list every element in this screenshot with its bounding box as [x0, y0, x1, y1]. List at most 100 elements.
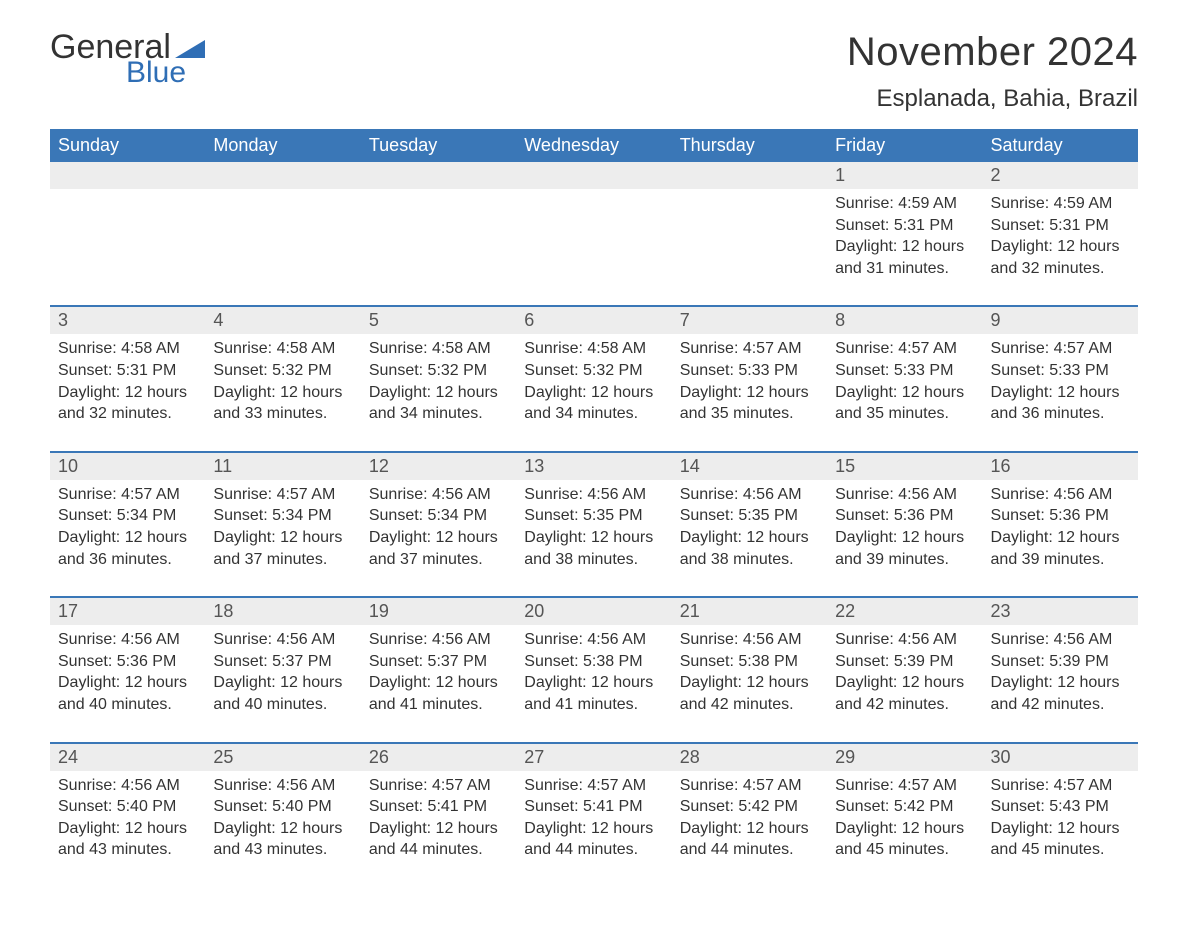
day-number: 20 [516, 598, 671, 625]
sunset-text: Sunset: 5:43 PM [991, 796, 1130, 818]
day-number: 23 [983, 598, 1138, 625]
day-number: 25 [205, 744, 360, 771]
day-number: 26 [361, 744, 516, 771]
day-number [361, 162, 516, 189]
sunrise-text: Sunrise: 4:57 AM [58, 484, 197, 506]
daylight-text: Daylight: 12 hours and 42 minutes. [991, 672, 1130, 715]
daylight-text: Daylight: 12 hours and 39 minutes. [835, 527, 974, 570]
daylight-text: Daylight: 12 hours and 38 minutes. [680, 527, 819, 570]
day-details: Sunrise: 4:56 AMSunset: 5:36 PMDaylight:… [50, 629, 205, 715]
calendar-day-header: Wednesday [516, 129, 671, 162]
calendar-day-cell [50, 162, 205, 306]
day-number [516, 162, 671, 189]
day-details: Sunrise: 4:57 AMSunset: 5:41 PMDaylight:… [361, 775, 516, 861]
calendar-table: SundayMondayTuesdayWednesdayThursdayFrid… [50, 129, 1138, 887]
sunrise-text: Sunrise: 4:56 AM [991, 484, 1130, 506]
day-number: 9 [983, 307, 1138, 334]
day-details: Sunrise: 4:56 AMSunset: 5:39 PMDaylight:… [827, 629, 982, 715]
daylight-text: Daylight: 12 hours and 41 minutes. [369, 672, 508, 715]
daylight-text: Daylight: 12 hours and 40 minutes. [213, 672, 352, 715]
sunrise-text: Sunrise: 4:57 AM [524, 775, 663, 797]
daylight-text: Daylight: 12 hours and 44 minutes. [680, 818, 819, 861]
day-details: Sunrise: 4:56 AMSunset: 5:35 PMDaylight:… [516, 484, 671, 570]
day-details: Sunrise: 4:56 AMSunset: 5:36 PMDaylight:… [983, 484, 1138, 570]
calendar-week-row: 1Sunrise: 4:59 AMSunset: 5:31 PMDaylight… [50, 162, 1138, 306]
sunset-text: Sunset: 5:39 PM [991, 651, 1130, 673]
sunset-text: Sunset: 5:40 PM [213, 796, 352, 818]
calendar-day-cell: 1Sunrise: 4:59 AMSunset: 5:31 PMDaylight… [827, 162, 982, 306]
calendar-week-row: 10Sunrise: 4:57 AMSunset: 5:34 PMDayligh… [50, 452, 1138, 597]
sunrise-text: Sunrise: 4:56 AM [369, 629, 508, 651]
daylight-text: Daylight: 12 hours and 39 minutes. [991, 527, 1130, 570]
daylight-text: Daylight: 12 hours and 31 minutes. [835, 236, 974, 279]
sunrise-text: Sunrise: 4:58 AM [58, 338, 197, 360]
calendar-day-cell: 19Sunrise: 4:56 AMSunset: 5:37 PMDayligh… [361, 597, 516, 742]
sunrise-text: Sunrise: 4:58 AM [524, 338, 663, 360]
daylight-text: Daylight: 12 hours and 44 minutes. [524, 818, 663, 861]
calendar-day-cell: 6Sunrise: 4:58 AMSunset: 5:32 PMDaylight… [516, 306, 671, 451]
sunset-text: Sunset: 5:32 PM [213, 360, 352, 382]
sunset-text: Sunset: 5:34 PM [369, 505, 508, 527]
calendar-day-header: Friday [827, 129, 982, 162]
sunset-text: Sunset: 5:32 PM [369, 360, 508, 382]
calendar-day-cell: 13Sunrise: 4:56 AMSunset: 5:35 PMDayligh… [516, 452, 671, 597]
title-block: November 2024 Esplanada, Bahia, Brazil [847, 30, 1138, 123]
daylight-text: Daylight: 12 hours and 45 minutes. [835, 818, 974, 861]
day-details: Sunrise: 4:56 AMSunset: 5:38 PMDaylight:… [516, 629, 671, 715]
sunset-text: Sunset: 5:33 PM [835, 360, 974, 382]
brand-logo: General Blue [50, 30, 205, 88]
daylight-text: Daylight: 12 hours and 40 minutes. [58, 672, 197, 715]
sunset-text: Sunset: 5:34 PM [213, 505, 352, 527]
day-number: 30 [983, 744, 1138, 771]
day-number: 8 [827, 307, 982, 334]
day-number: 28 [672, 744, 827, 771]
calendar-day-cell: 10Sunrise: 4:57 AMSunset: 5:34 PMDayligh… [50, 452, 205, 597]
calendar-day-cell [361, 162, 516, 306]
sunset-text: Sunset: 5:40 PM [58, 796, 197, 818]
day-number [50, 162, 205, 189]
sunrise-text: Sunrise: 4:58 AM [369, 338, 508, 360]
day-details: Sunrise: 4:57 AMSunset: 5:43 PMDaylight:… [983, 775, 1138, 861]
sunset-text: Sunset: 5:38 PM [524, 651, 663, 673]
day-details: Sunrise: 4:57 AMSunset: 5:34 PMDaylight:… [50, 484, 205, 570]
day-details: Sunrise: 4:56 AMSunset: 5:36 PMDaylight:… [827, 484, 982, 570]
daylight-text: Daylight: 12 hours and 33 minutes. [213, 382, 352, 425]
day-details: Sunrise: 4:56 AMSunset: 5:39 PMDaylight:… [983, 629, 1138, 715]
sunrise-text: Sunrise: 4:56 AM [835, 629, 974, 651]
day-number: 5 [361, 307, 516, 334]
daylight-text: Daylight: 12 hours and 43 minutes. [58, 818, 197, 861]
sunset-text: Sunset: 5:31 PM [991, 215, 1130, 237]
calendar-day-cell: 4Sunrise: 4:58 AMSunset: 5:32 PMDaylight… [205, 306, 360, 451]
day-number: 2 [983, 162, 1138, 189]
day-number: 16 [983, 453, 1138, 480]
sunset-text: Sunset: 5:36 PM [835, 505, 974, 527]
sunrise-text: Sunrise: 4:56 AM [213, 629, 352, 651]
sunset-text: Sunset: 5:36 PM [58, 651, 197, 673]
calendar-body: 1Sunrise: 4:59 AMSunset: 5:31 PMDaylight… [50, 162, 1138, 887]
day-number [672, 162, 827, 189]
calendar-day-header: Sunday [50, 129, 205, 162]
sunrise-text: Sunrise: 4:57 AM [680, 338, 819, 360]
daylight-text: Daylight: 12 hours and 45 minutes. [991, 818, 1130, 861]
sunrise-text: Sunrise: 4:56 AM [213, 775, 352, 797]
calendar-day-cell: 26 Sunrise: 4:57 AMSunset: 5:41 PMDayligh… [361, 743, 516, 887]
sunset-text: Sunset: 5:31 PM [58, 360, 197, 382]
calendar-day-cell: 25Sunrise: 4:56 AMSunset: 5:40 PMDayligh… [205, 743, 360, 887]
calendar-day-cell: 17Sunrise: 4:56 AMSunset: 5:36 PMDayligh… [50, 597, 205, 742]
sunrise-text: Sunrise: 4:56 AM [58, 775, 197, 797]
sunset-text: Sunset: 5:33 PM [680, 360, 819, 382]
sunrise-text: Sunrise: 4:56 AM [369, 484, 508, 506]
daylight-text: Daylight: 12 hours and 42 minutes. [680, 672, 819, 715]
sunrise-text: Sunrise: 4:57 AM [680, 775, 819, 797]
day-number: 29 [827, 744, 982, 771]
sunrise-text: Sunrise: 4:57 AM [213, 484, 352, 506]
day-number: 19 [361, 598, 516, 625]
daylight-text: Daylight: 12 hours and 34 minutes. [369, 382, 508, 425]
sunset-text: Sunset: 5:37 PM [213, 651, 352, 673]
day-details: Sunrise: 4:59 AMSunset: 5:31 PMDaylight:… [827, 193, 982, 279]
calendar-day-cell: 9Sunrise: 4:57 AMSunset: 5:33 PMDaylight… [983, 306, 1138, 451]
sunset-text: Sunset: 5:38 PM [680, 651, 819, 673]
day-number: 6 [516, 307, 671, 334]
sunrise-text: Sunrise: 4:56 AM [524, 484, 663, 506]
day-details: Sunrise: 4:57 AMSunset: 5:33 PMDaylight:… [827, 338, 982, 424]
